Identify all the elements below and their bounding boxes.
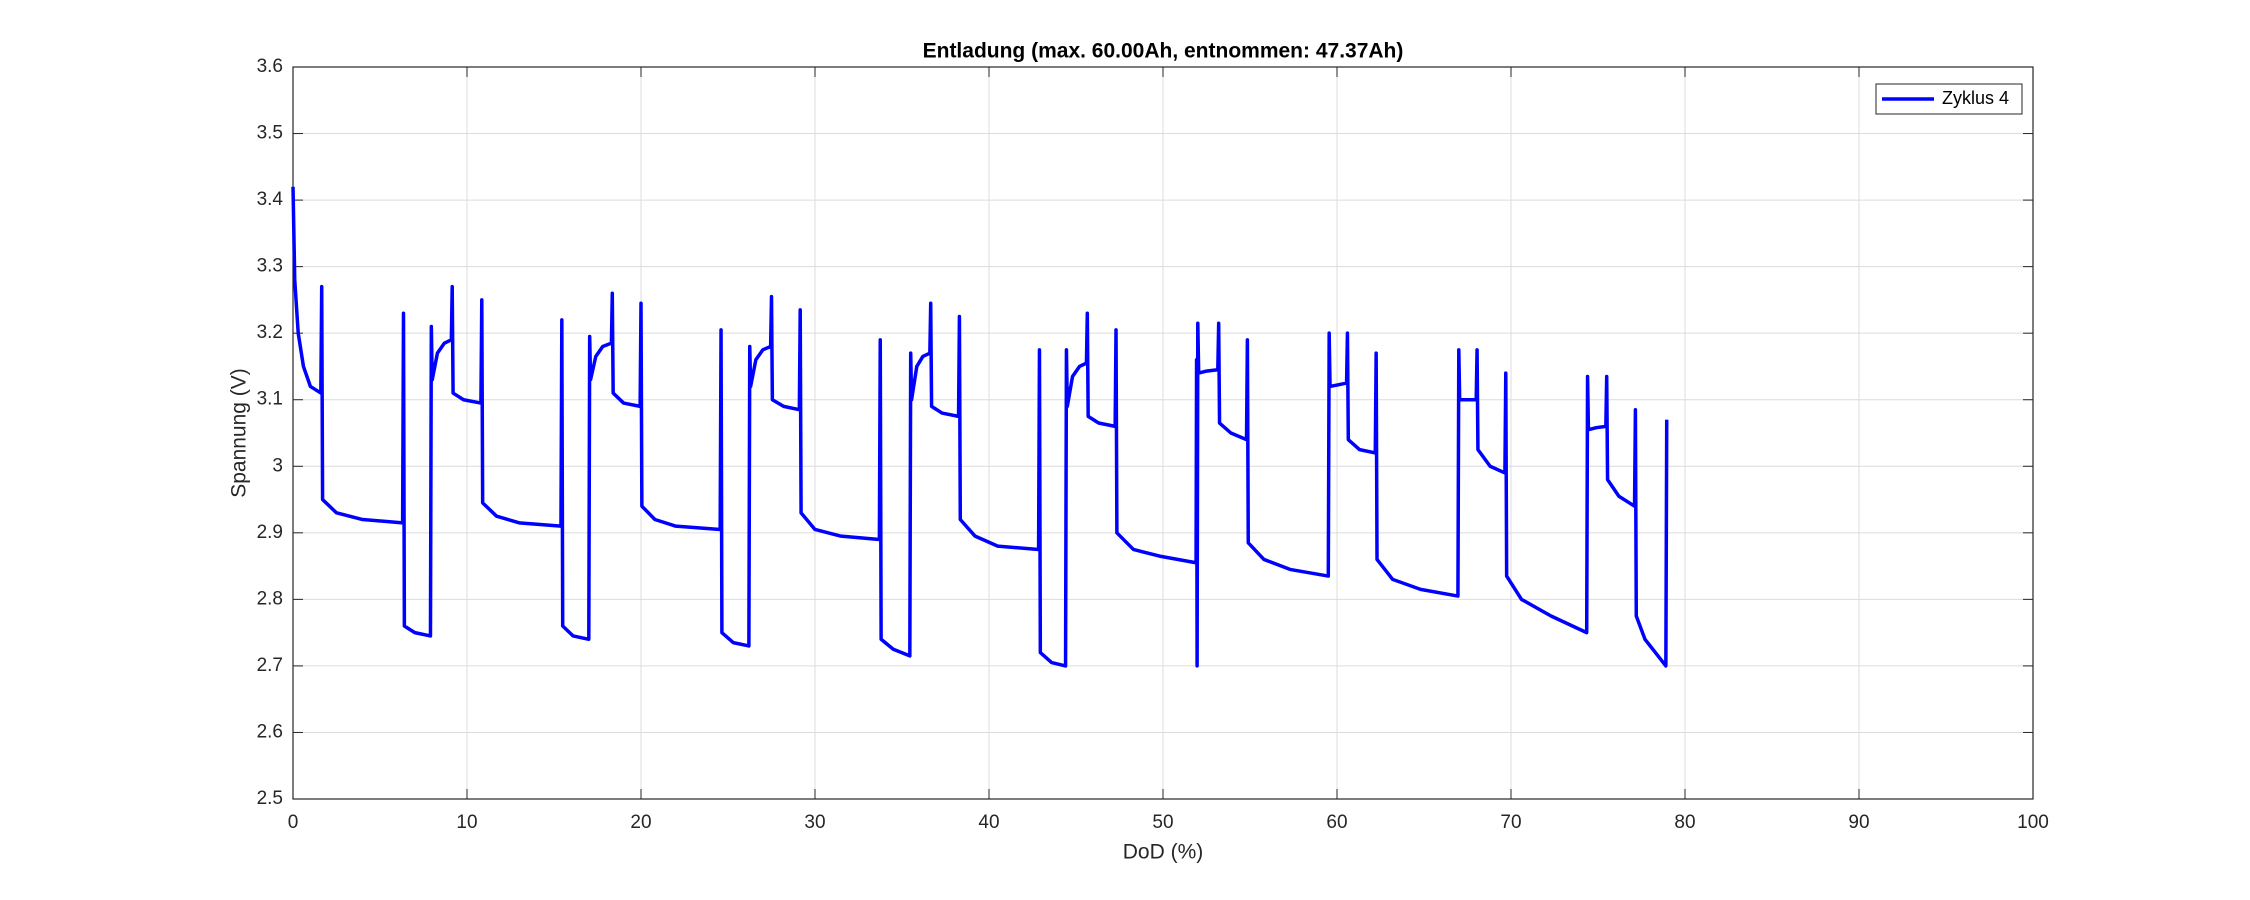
- x-tick-label: 100: [2017, 812, 2049, 833]
- x-tick-label: 0: [288, 812, 299, 833]
- x-tick-label: 70: [1500, 812, 1521, 833]
- y-tick-label: 2.5: [257, 788, 283, 809]
- y-tick-label: 3: [272, 455, 283, 476]
- x-tick-label: 30: [804, 812, 825, 833]
- x-tick-label: 60: [1326, 812, 1347, 833]
- y-tick-label: 3.3: [257, 256, 283, 277]
- y-tick-label: 3.5: [257, 123, 283, 144]
- y-tick-label: 2.9: [257, 522, 283, 543]
- y-tick-label: 2.7: [257, 655, 283, 676]
- x-tick-label: 10: [456, 812, 477, 833]
- chart-title: Entladung (max. 60.00Ah, entnommen: 47.3…: [923, 40, 1404, 63]
- x-tick-label: 40: [978, 812, 999, 833]
- y-tick-label: 2.6: [257, 721, 283, 742]
- y-tick-label: 3.6: [257, 56, 283, 77]
- y-tick-label: 2.8: [257, 588, 283, 609]
- x-tick-label: 20: [630, 812, 651, 833]
- x-tick-label: 50: [1152, 812, 1173, 833]
- legend-label: Zyklus 4: [1942, 88, 2009, 108]
- y-tick-label: 3.2: [257, 322, 283, 343]
- y-tick-label: 3.1: [257, 389, 283, 410]
- x-tick-label: 90: [1848, 812, 1869, 833]
- y-tick-label: 3.4: [257, 189, 284, 210]
- x-axis-label: DoD (%): [1123, 841, 1204, 864]
- x-tick-label: 80: [1674, 812, 1695, 833]
- plot-frame: [292, 66, 2034, 800]
- y-axis-label: Spannung (V): [228, 368, 251, 498]
- data-line: [291, 186, 1669, 668]
